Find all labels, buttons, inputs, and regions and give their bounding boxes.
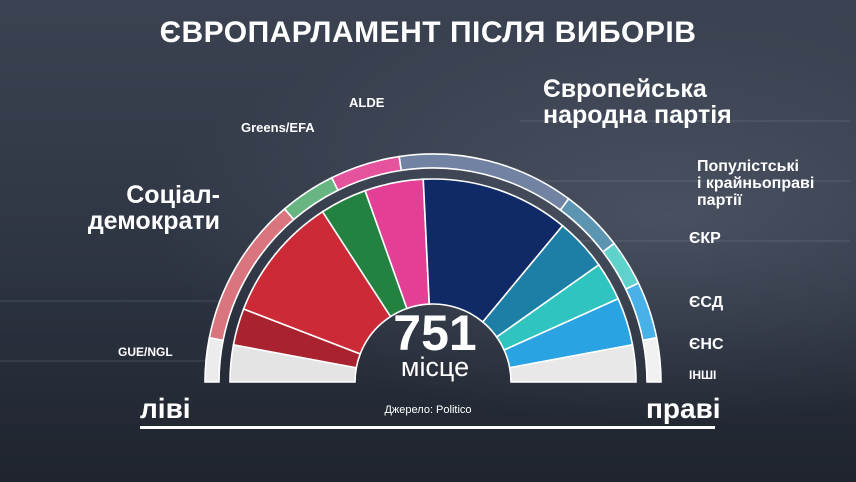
axis-line	[140, 426, 715, 429]
background-line	[520, 180, 850, 182]
source-note: Джерело: Politico	[384, 404, 472, 416]
label-enf: ЄНС	[689, 336, 724, 353]
outer-seg-gue-ngl	[204, 336, 225, 383]
label-epp: Європейська народна партія	[543, 75, 732, 129]
label-others: ІНШІ	[689, 368, 717, 382]
label-populists: Популістські і крайньоправі партії	[697, 158, 815, 209]
total-seats-unit: місце	[400, 352, 470, 382]
label-social-democrats: Соціал- демократи	[87, 181, 220, 235]
label-efdd: ЄСД	[689, 294, 724, 311]
background-line	[0, 300, 220, 302]
background-line	[520, 120, 850, 122]
inner-seg-інші	[508, 343, 637, 383]
total-seats-number: 751	[393, 305, 477, 361]
label-gue: GUE/NGL	[118, 345, 173, 359]
inner-seg-європейська-народна-партія	[422, 178, 564, 324]
axis-left-label: ліві	[140, 393, 191, 424]
background-line	[0, 360, 220, 362]
label-alde: ALDE	[349, 95, 385, 110]
label-ecr: ЄКР	[689, 230, 721, 247]
axis-right-label: праві	[646, 393, 721, 424]
background-line	[520, 240, 850, 242]
chart-title: ЄВРОПАРЛАМЕНТ ПІСЛЯ ВИБОРІВ	[159, 16, 697, 49]
outer-seg-інші	[641, 336, 662, 383]
label-greens: Greens/EFA	[241, 120, 315, 135]
